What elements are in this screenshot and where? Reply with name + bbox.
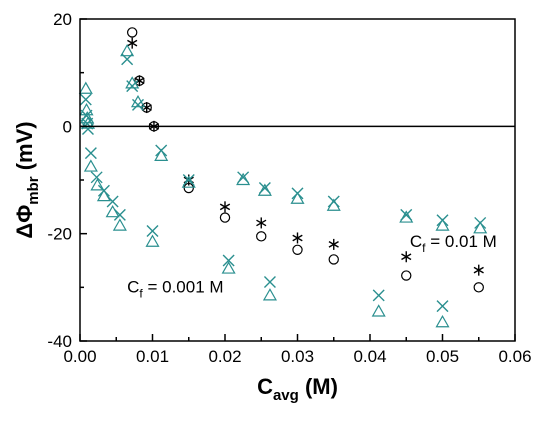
feed-concentration-annotation: Cf = 0.001 M bbox=[127, 278, 223, 301]
data-point-cross bbox=[90, 171, 103, 184]
data-point-cross bbox=[436, 300, 449, 313]
data-point-triangle bbox=[78, 81, 93, 94]
data-point-triangle bbox=[326, 198, 341, 211]
data-point-circle bbox=[401, 270, 412, 281]
data-point-circle bbox=[126, 27, 138, 38]
data-point-triangle bbox=[105, 204, 120, 218]
x-axis-label-unit: (M) bbox=[299, 374, 338, 399]
data-point-triangle bbox=[371, 304, 386, 317]
data-point-triangle bbox=[262, 288, 277, 301]
data-point-triangle bbox=[112, 218, 127, 231]
data-point-triangle bbox=[221, 261, 236, 274]
x-tick-label: 0.03 bbox=[281, 347, 314, 366]
feed-concentration-annotation: Cf = 0.01 M bbox=[410, 232, 497, 255]
data-point-cross bbox=[79, 93, 92, 106]
data-point-cross bbox=[113, 208, 126, 221]
data-point-cross bbox=[146, 224, 159, 237]
data-point-triangle bbox=[96, 188, 111, 202]
data-point-triangle bbox=[257, 183, 272, 196]
plot-marks bbox=[78, 27, 488, 328]
x-axis-label-subscript: avg bbox=[273, 387, 299, 404]
x-tick-label: 0.05 bbox=[426, 347, 459, 366]
x-tick-label: 0.04 bbox=[353, 347, 386, 366]
data-point-star bbox=[328, 238, 339, 250]
y-axis-label: ΔΦmbr (mV) bbox=[12, 121, 42, 238]
data-point-triangle bbox=[435, 218, 450, 231]
data-point-triangle bbox=[145, 234, 160, 247]
data-point-circle bbox=[292, 244, 303, 255]
data-point-star bbox=[127, 37, 138, 49]
y-axis-label-unit: (mV) bbox=[12, 121, 37, 176]
x-axis-label-main: C bbox=[257, 374, 273, 399]
y-tick-label: -20 bbox=[47, 225, 72, 244]
data-point-star bbox=[256, 217, 267, 229]
data-point-cross bbox=[81, 123, 94, 136]
data-point-triangle bbox=[399, 210, 414, 223]
y-axis-label-subscript: mbr bbox=[25, 176, 42, 205]
x-tick-label: 0.06 bbox=[498, 347, 531, 366]
annotations: Cf = 0.001 M Cf = 0.01 M bbox=[127, 232, 497, 301]
data-point-triangle bbox=[80, 116, 96, 129]
data-point-circle bbox=[219, 212, 231, 223]
data-point-cross bbox=[81, 117, 94, 130]
x-tick-label: 0.00 bbox=[63, 347, 96, 366]
data-point-triangle bbox=[83, 159, 98, 172]
data-point-star bbox=[401, 251, 412, 263]
data-point-cross bbox=[372, 289, 385, 302]
y-tick-label: 20 bbox=[53, 10, 72, 29]
x-tick-label: 0.01 bbox=[136, 347, 169, 366]
data-point-triangle bbox=[236, 172, 251, 186]
data-point-circle bbox=[256, 231, 267, 242]
data-point-triangle bbox=[181, 175, 196, 188]
data-point-circle bbox=[473, 282, 484, 293]
data-point-star bbox=[219, 201, 231, 213]
data-point-cross bbox=[263, 275, 276, 288]
data-point-triangle bbox=[435, 315, 450, 328]
y-tick-label: 0 bbox=[63, 117, 72, 136]
data-point-triangle bbox=[120, 43, 135, 57]
data-point-triangle bbox=[80, 111, 95, 124]
data-point-triangle bbox=[130, 94, 146, 108]
x-axis-label: Cavg (M) bbox=[257, 374, 338, 404]
data-point-cross bbox=[126, 80, 139, 93]
y-axis-label-main: ΔΦ bbox=[12, 205, 37, 239]
data-point-triangle bbox=[125, 76, 140, 89]
data-point-triangle bbox=[154, 148, 169, 161]
data-point-cross bbox=[84, 147, 97, 160]
x-tick-label: 0.02 bbox=[208, 347, 241, 366]
data-point-cross bbox=[132, 98, 144, 111]
axis-ticks: 0.00 0.01 0.02 0.03 0.04 0.05 0.06 -40 -20 0 20 bbox=[47, 10, 531, 366]
data-point-triangle bbox=[90, 178, 105, 191]
data-point-circle bbox=[328, 254, 339, 265]
data-point-triangle bbox=[290, 191, 305, 204]
data-point-star bbox=[473, 264, 484, 276]
data-point-triangle bbox=[473, 221, 488, 234]
data-point-star bbox=[292, 232, 303, 244]
data-point-cross bbox=[222, 254, 235, 267]
y-tick-label: -40 bbox=[47, 332, 72, 351]
